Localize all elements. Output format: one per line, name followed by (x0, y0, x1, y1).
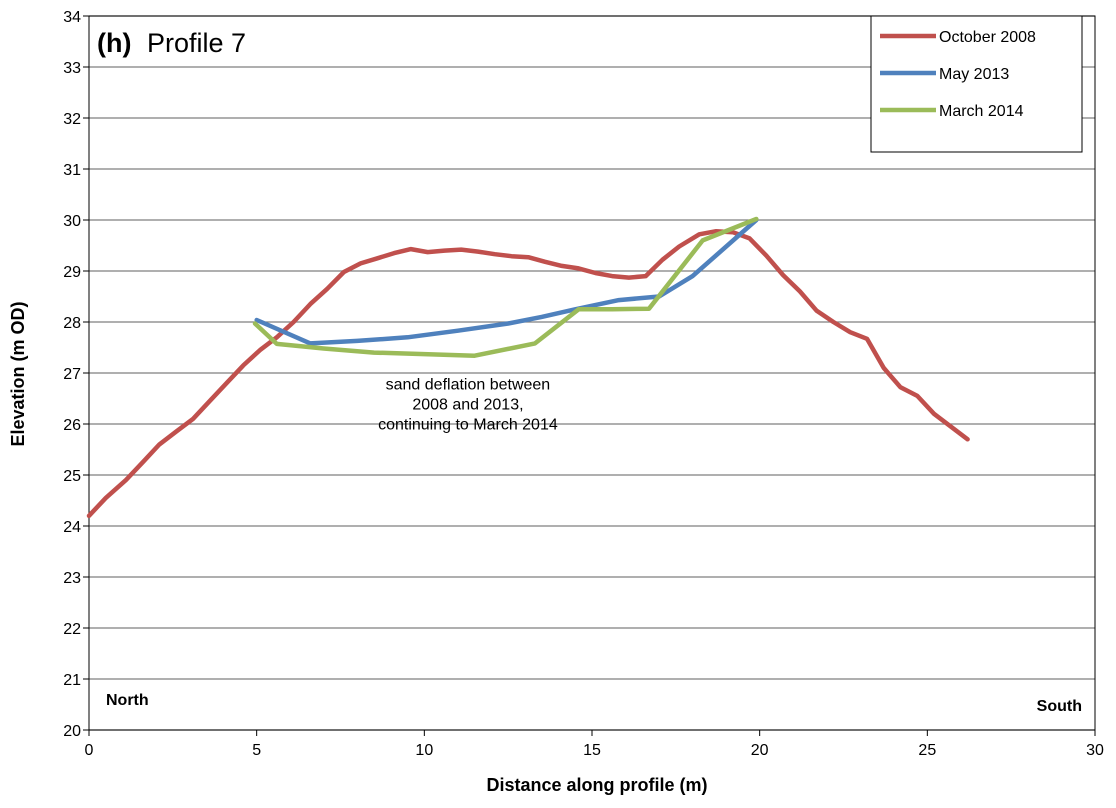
y-tick-label-20: 20 (63, 723, 81, 740)
y-axis-title: Elevation (m OD) (8, 301, 28, 446)
y-tick-label-28: 28 (63, 315, 81, 332)
y-tick-label-26: 26 (63, 417, 81, 434)
legend: October 2008 May 2013 March 2014 (870, 15, 1083, 153)
x-tick-label-0: 0 (85, 742, 94, 759)
chart-title-text: Profile 7 (147, 28, 246, 58)
legend-box (870, 15, 1083, 153)
y-tick-label-33: 33 (63, 60, 81, 77)
legend-label-may-2013: May 2013 (939, 66, 1009, 83)
x-tick-label-20: 20 (751, 742, 769, 759)
y-tick-label-25: 25 (63, 468, 81, 485)
series-line-march-2014 (252, 216, 759, 358)
y-tick-label-30: 30 (63, 213, 81, 230)
x-tick-label-15: 15 (583, 742, 601, 759)
x-tick-label-10: 10 (415, 742, 433, 759)
series-line-october-2008 (86, 228, 970, 519)
x-tick-label-25: 25 (918, 742, 936, 759)
x-tick-label-30: 30 (1086, 742, 1104, 759)
y-tick-label-34: 34 (63, 9, 81, 26)
series-lines (86, 216, 970, 519)
legend-label-october-2008: October 2008 (939, 29, 1036, 46)
annotation-line-3: continuing to March 2014 (378, 417, 558, 434)
x-axis-ticks: 0 5 10 15 20 25 30 (85, 730, 1104, 759)
annotation-note: sand deflation between 2008 and 2013, cont… (378, 377, 558, 434)
chart-title: (h) Profile 7 (97, 28, 246, 58)
y-axis-ticks: 20 21 22 23 24 25 26 27 28 29 30 31 32 33 34 (63, 9, 89, 740)
x-axis-title: Distance along profile (m) (486, 775, 707, 795)
y-tick-label-29: 29 (63, 264, 81, 281)
x-tick-label-5: 5 (252, 742, 261, 759)
y-tick-label-32: 32 (63, 111, 81, 128)
annotation-line-1: sand deflation between (386, 377, 551, 394)
y-tick-label-22: 22 (63, 621, 81, 638)
corner-label-south: South (1037, 698, 1082, 715)
chart-title-prefix: (h) (97, 28, 131, 58)
y-tick-label-24: 24 (63, 519, 81, 536)
corner-label-north: North (106, 692, 149, 709)
legend-label-march-2014: March 2014 (939, 103, 1024, 120)
y-tick-label-31: 31 (63, 162, 81, 179)
y-tick-label-27: 27 (63, 366, 81, 383)
annotation-line-2: 2008 and 2013, (412, 397, 523, 414)
series-line-may-2013 (254, 217, 759, 346)
y-tick-label-23: 23 (63, 570, 81, 587)
y-tick-label-21: 21 (63, 672, 81, 689)
